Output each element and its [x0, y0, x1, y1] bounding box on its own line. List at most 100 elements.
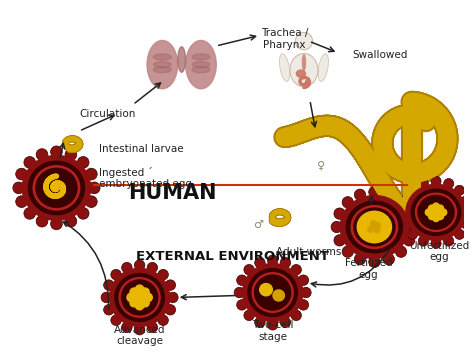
- Circle shape: [130, 298, 138, 307]
- Text: Fertilized
egg: Fertilized egg: [345, 258, 392, 280]
- Ellipse shape: [340, 195, 409, 258]
- Circle shape: [51, 146, 62, 158]
- Circle shape: [147, 322, 157, 332]
- Ellipse shape: [243, 264, 303, 322]
- Circle shape: [433, 203, 439, 210]
- Ellipse shape: [351, 206, 398, 248]
- Circle shape: [455, 229, 465, 240]
- Ellipse shape: [36, 169, 77, 207]
- Circle shape: [122, 322, 132, 332]
- Circle shape: [36, 215, 48, 227]
- Text: Swallowed: Swallowed: [353, 50, 408, 60]
- Ellipse shape: [296, 70, 305, 77]
- Text: Trachea /
Pharynx: Trachea / Pharynx: [261, 28, 308, 50]
- Circle shape: [354, 189, 365, 201]
- Circle shape: [433, 215, 439, 222]
- Ellipse shape: [109, 268, 170, 327]
- Ellipse shape: [318, 54, 328, 81]
- Circle shape: [244, 265, 255, 275]
- Ellipse shape: [354, 208, 395, 246]
- Circle shape: [342, 197, 354, 208]
- Circle shape: [134, 324, 145, 335]
- Text: Circulation: Circulation: [79, 108, 136, 119]
- Ellipse shape: [255, 275, 291, 310]
- Circle shape: [383, 189, 394, 201]
- Circle shape: [36, 149, 48, 161]
- Circle shape: [444, 236, 454, 246]
- Circle shape: [24, 157, 36, 168]
- Ellipse shape: [290, 54, 318, 87]
- Ellipse shape: [302, 55, 305, 70]
- Circle shape: [130, 288, 138, 296]
- Circle shape: [136, 285, 144, 293]
- Circle shape: [141, 288, 149, 296]
- Circle shape: [77, 207, 89, 219]
- Circle shape: [354, 254, 365, 265]
- Text: Ingested ´
embryonated egg: Ingested ´ embryonated egg: [99, 167, 191, 189]
- Circle shape: [291, 265, 301, 275]
- Circle shape: [428, 205, 435, 212]
- Circle shape: [16, 196, 27, 207]
- Circle shape: [437, 205, 444, 212]
- Circle shape: [431, 176, 441, 186]
- Circle shape: [24, 207, 36, 219]
- Text: EXTERNAL ENVIRONMENT: EXTERNAL ENVIRONMENT: [136, 250, 329, 263]
- Ellipse shape: [192, 54, 210, 60]
- Circle shape: [408, 229, 418, 240]
- Ellipse shape: [186, 40, 216, 89]
- Circle shape: [418, 236, 428, 246]
- Circle shape: [136, 293, 144, 302]
- Ellipse shape: [192, 62, 210, 68]
- Circle shape: [440, 209, 447, 215]
- Circle shape: [237, 275, 247, 285]
- Ellipse shape: [252, 273, 293, 312]
- Text: ♀: ♀: [318, 161, 326, 170]
- Ellipse shape: [416, 193, 456, 232]
- Circle shape: [369, 256, 380, 268]
- Text: ♂: ♂: [253, 220, 263, 230]
- Circle shape: [331, 221, 342, 233]
- Ellipse shape: [154, 62, 171, 68]
- Circle shape: [295, 32, 312, 50]
- Circle shape: [408, 185, 418, 195]
- Circle shape: [104, 305, 114, 315]
- Circle shape: [165, 305, 175, 315]
- Ellipse shape: [411, 189, 461, 236]
- Circle shape: [16, 168, 27, 180]
- Ellipse shape: [178, 47, 185, 72]
- Circle shape: [444, 178, 454, 189]
- Circle shape: [168, 292, 178, 303]
- Ellipse shape: [418, 195, 454, 229]
- Circle shape: [395, 197, 407, 208]
- Circle shape: [367, 227, 373, 232]
- Circle shape: [13, 182, 25, 194]
- Circle shape: [244, 310, 255, 321]
- Ellipse shape: [406, 184, 466, 240]
- Ellipse shape: [248, 269, 297, 316]
- Circle shape: [280, 257, 291, 268]
- Circle shape: [403, 235, 415, 246]
- Circle shape: [334, 208, 345, 219]
- Ellipse shape: [273, 290, 284, 301]
- Circle shape: [255, 317, 265, 328]
- Ellipse shape: [154, 54, 171, 60]
- Ellipse shape: [33, 166, 80, 210]
- Circle shape: [395, 246, 407, 257]
- Circle shape: [267, 255, 278, 265]
- Circle shape: [65, 215, 77, 227]
- Text: Two-cell
stage: Two-cell stage: [252, 320, 293, 341]
- Circle shape: [462, 219, 472, 229]
- Circle shape: [291, 310, 301, 321]
- Ellipse shape: [192, 67, 210, 73]
- Circle shape: [462, 195, 472, 205]
- Circle shape: [104, 280, 114, 290]
- Circle shape: [51, 218, 62, 230]
- Circle shape: [165, 280, 175, 290]
- Circle shape: [298, 300, 309, 310]
- Text: Intestinal larvae: Intestinal larvae: [99, 144, 183, 154]
- Circle shape: [418, 178, 428, 189]
- Circle shape: [255, 257, 265, 268]
- Circle shape: [375, 222, 381, 228]
- Circle shape: [455, 185, 465, 195]
- Circle shape: [369, 186, 380, 198]
